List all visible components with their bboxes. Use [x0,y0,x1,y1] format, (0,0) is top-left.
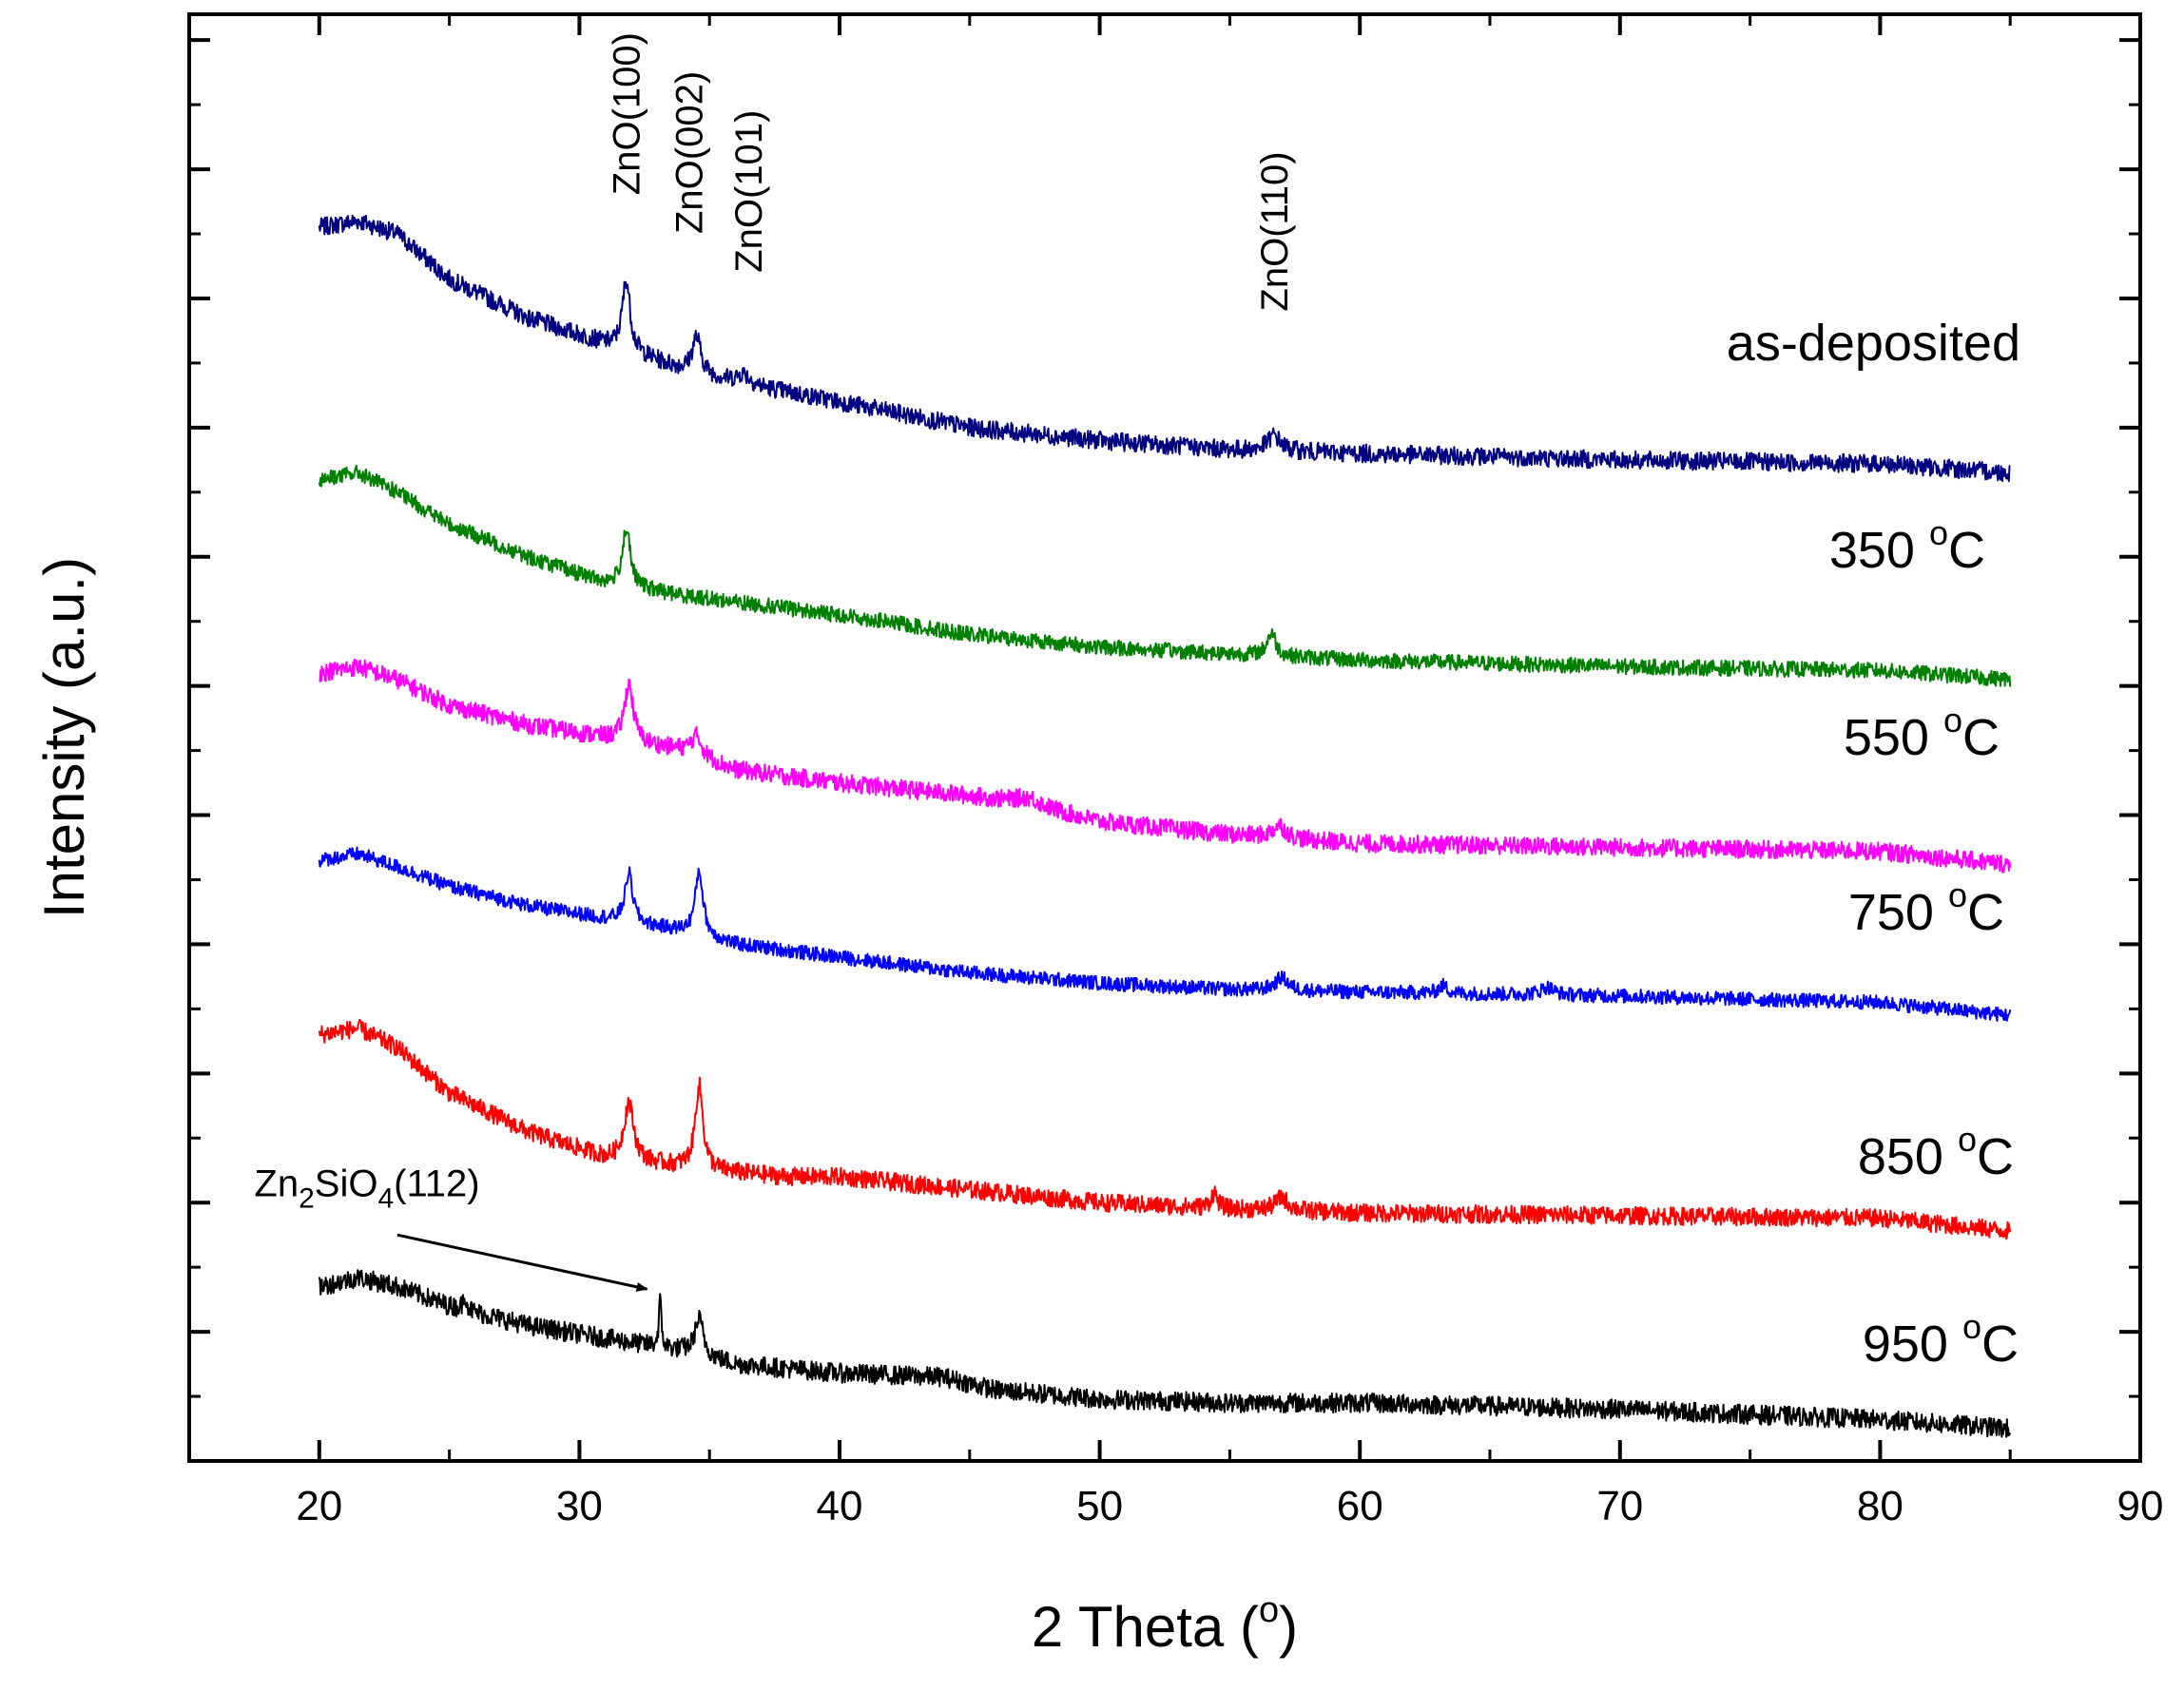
x-tick-label: 90 [2117,1483,2164,1529]
series-label-750: 750 oC [1848,875,2004,941]
series-label-950: 950 oC [1863,1307,2019,1373]
x-tick-labels: 20 30 40 50 60 70 80 90 [296,1483,2163,1529]
x-tick-label: 20 [296,1483,342,1529]
series-label-as-deposited: as-deposited [1727,315,2020,372]
zn2sio4-annotation: Zn2SiO4(112) [254,1163,648,1292]
series-line-4 [318,1018,2012,1240]
ticks-layer [187,14,2142,1461]
x-tick-label: 40 [817,1483,863,1529]
series-label-550: 550 oC [1844,701,2000,766]
peak-label: ZnO(002) [668,71,710,234]
annotation-label: Zn2SiO4(112) [254,1163,479,1214]
peak-label: ZnO(110) [1254,151,1296,311]
series-line-3 [318,846,2012,1022]
series-label-850: 850 oC [1858,1120,2014,1185]
series-line-5 [318,1269,2012,1438]
annotation-arrow [396,1233,648,1292]
x-axis-title: 2 Theta (o) [1032,1590,1298,1659]
x-tick-label: 30 [556,1483,603,1529]
plot-frame [187,12,2142,1463]
peak-label: ZnO(101) [728,110,770,273]
series-line-0 [318,214,2011,483]
x-tick-label: 60 [1337,1483,1383,1529]
y-axis-title: Intensity (a.u.) [32,557,96,918]
series-line-1 [318,464,2012,687]
series-label-350: 350 oC [1829,513,1985,579]
x-tick-label: 50 [1076,1483,1123,1529]
x-tick-label: 70 [1596,1483,1643,1529]
x-tick-label: 80 [1857,1483,1904,1529]
series-labels: as-deposited 350 oC 550 oC 750 oC 850 oC… [1727,315,2020,1373]
series-line-2 [319,658,2012,874]
peak-label: ZnO(100) [607,32,648,195]
peak-labels: ZnO(100) ZnO(002) ZnO(101) ZnO(110) [607,32,1296,312]
series-layer [318,214,2012,1438]
